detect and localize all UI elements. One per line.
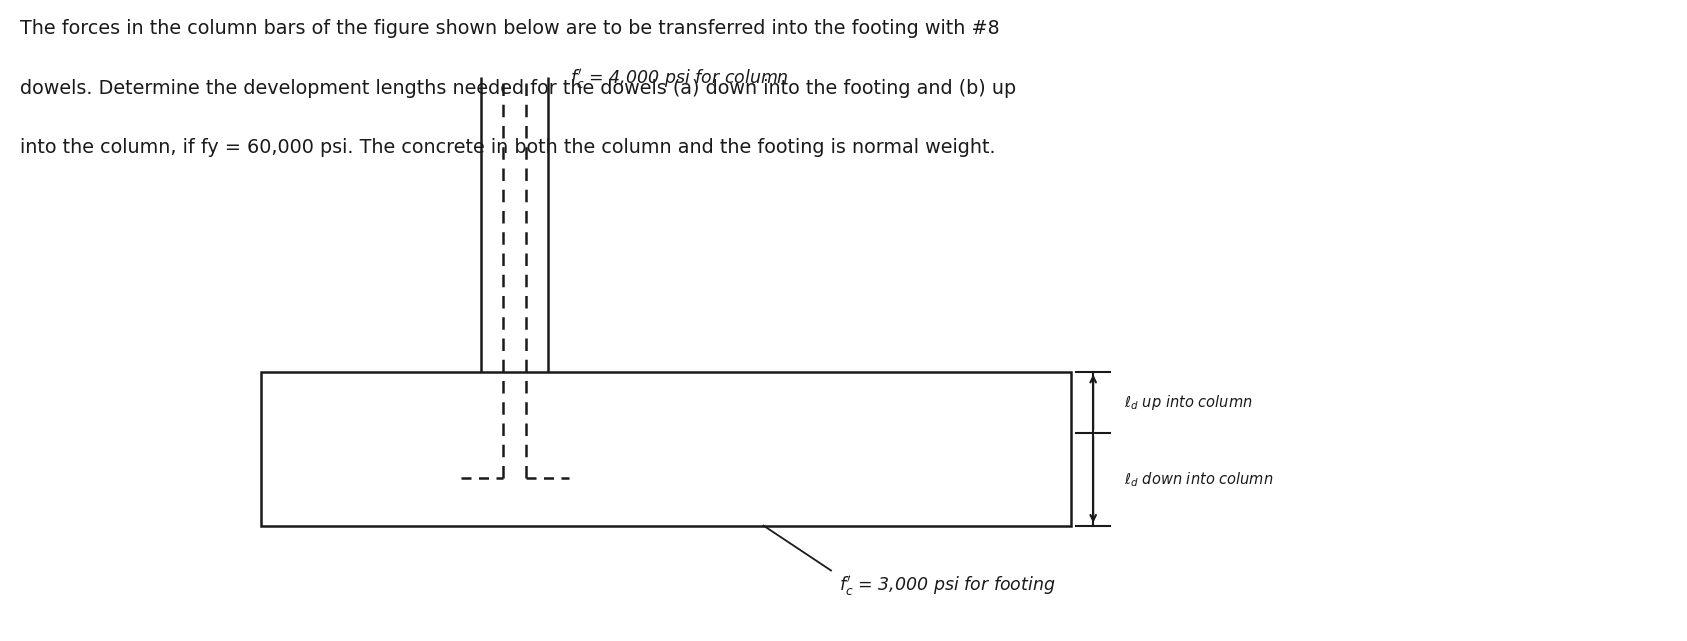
Text: $\ell_d$ up into column: $\ell_d$ up into column [1124,393,1252,412]
Text: The forces in the column bars of the figure shown below are to be transferred in: The forces in the column bars of the fig… [20,19,1000,38]
Bar [261,372,1071,526]
Text: $\ell_d$ down into column: $\ell_d$ down into column [1124,470,1274,489]
Text: dowels. Determine the development lengths needed for the dowels (a) down into th: dowels. Determine the development length… [20,79,1016,98]
Text: into the column, if fy = 60,000 psi. The concrete in both the column and the foo: into the column, if fy = 60,000 psi. The… [20,138,995,158]
Text: $f_c^{\prime}$ = 3,000 $psi$ for footing: $f_c^{\prime}$ = 3,000 $psi$ for footing [840,574,1056,597]
Text: $f_c^{\prime}$ = 4,000 $psi$ for column: $f_c^{\prime}$ = 4,000 $psi$ for column [570,67,790,91]
